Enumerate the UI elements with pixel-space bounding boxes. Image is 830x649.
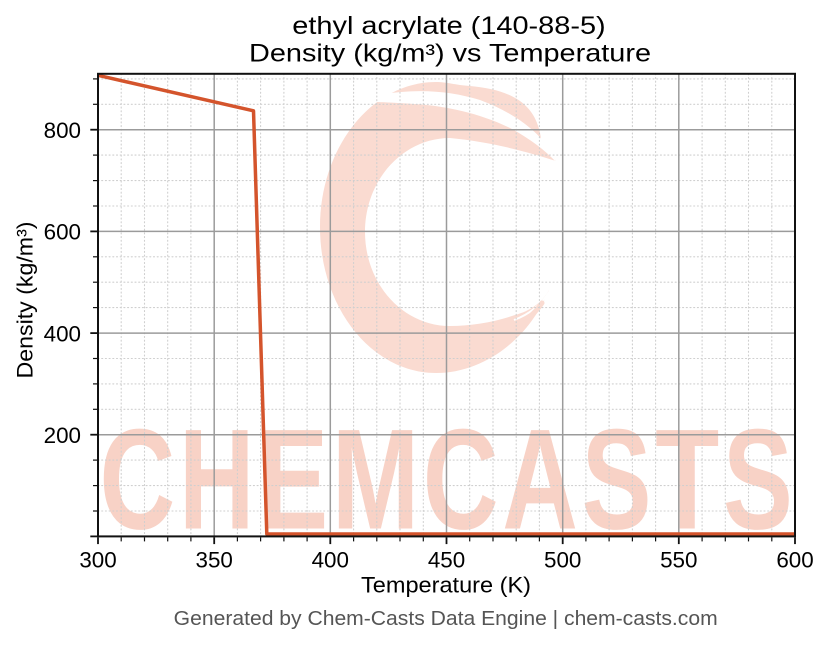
svg-text:550: 550 xyxy=(660,547,697,572)
svg-text:400: 400 xyxy=(312,547,349,572)
svg-text:400: 400 xyxy=(44,321,81,346)
svg-text:Temperature (K): Temperature (K) xyxy=(361,573,531,598)
svg-text:600: 600 xyxy=(776,547,813,572)
svg-text:500: 500 xyxy=(544,547,581,572)
svg-text:Density (kg/m³) vs Temperature: Density (kg/m³) vs Temperature xyxy=(249,39,651,67)
svg-text:Density (kg/m³): Density (kg/m³) xyxy=(13,222,38,379)
svg-text:Generated by Chem-Casts Data E: Generated by Chem-Casts Data Engine | ch… xyxy=(174,608,718,630)
svg-text:200: 200 xyxy=(44,423,81,448)
svg-text:350: 350 xyxy=(196,547,233,572)
svg-text:ethyl acrylate (140-88-5): ethyl acrylate (140-88-5) xyxy=(292,12,605,40)
svg-text:450: 450 xyxy=(428,547,465,572)
svg-text:600: 600 xyxy=(44,220,81,245)
svg-text:800: 800 xyxy=(44,118,81,143)
svg-text:300: 300 xyxy=(79,547,116,572)
